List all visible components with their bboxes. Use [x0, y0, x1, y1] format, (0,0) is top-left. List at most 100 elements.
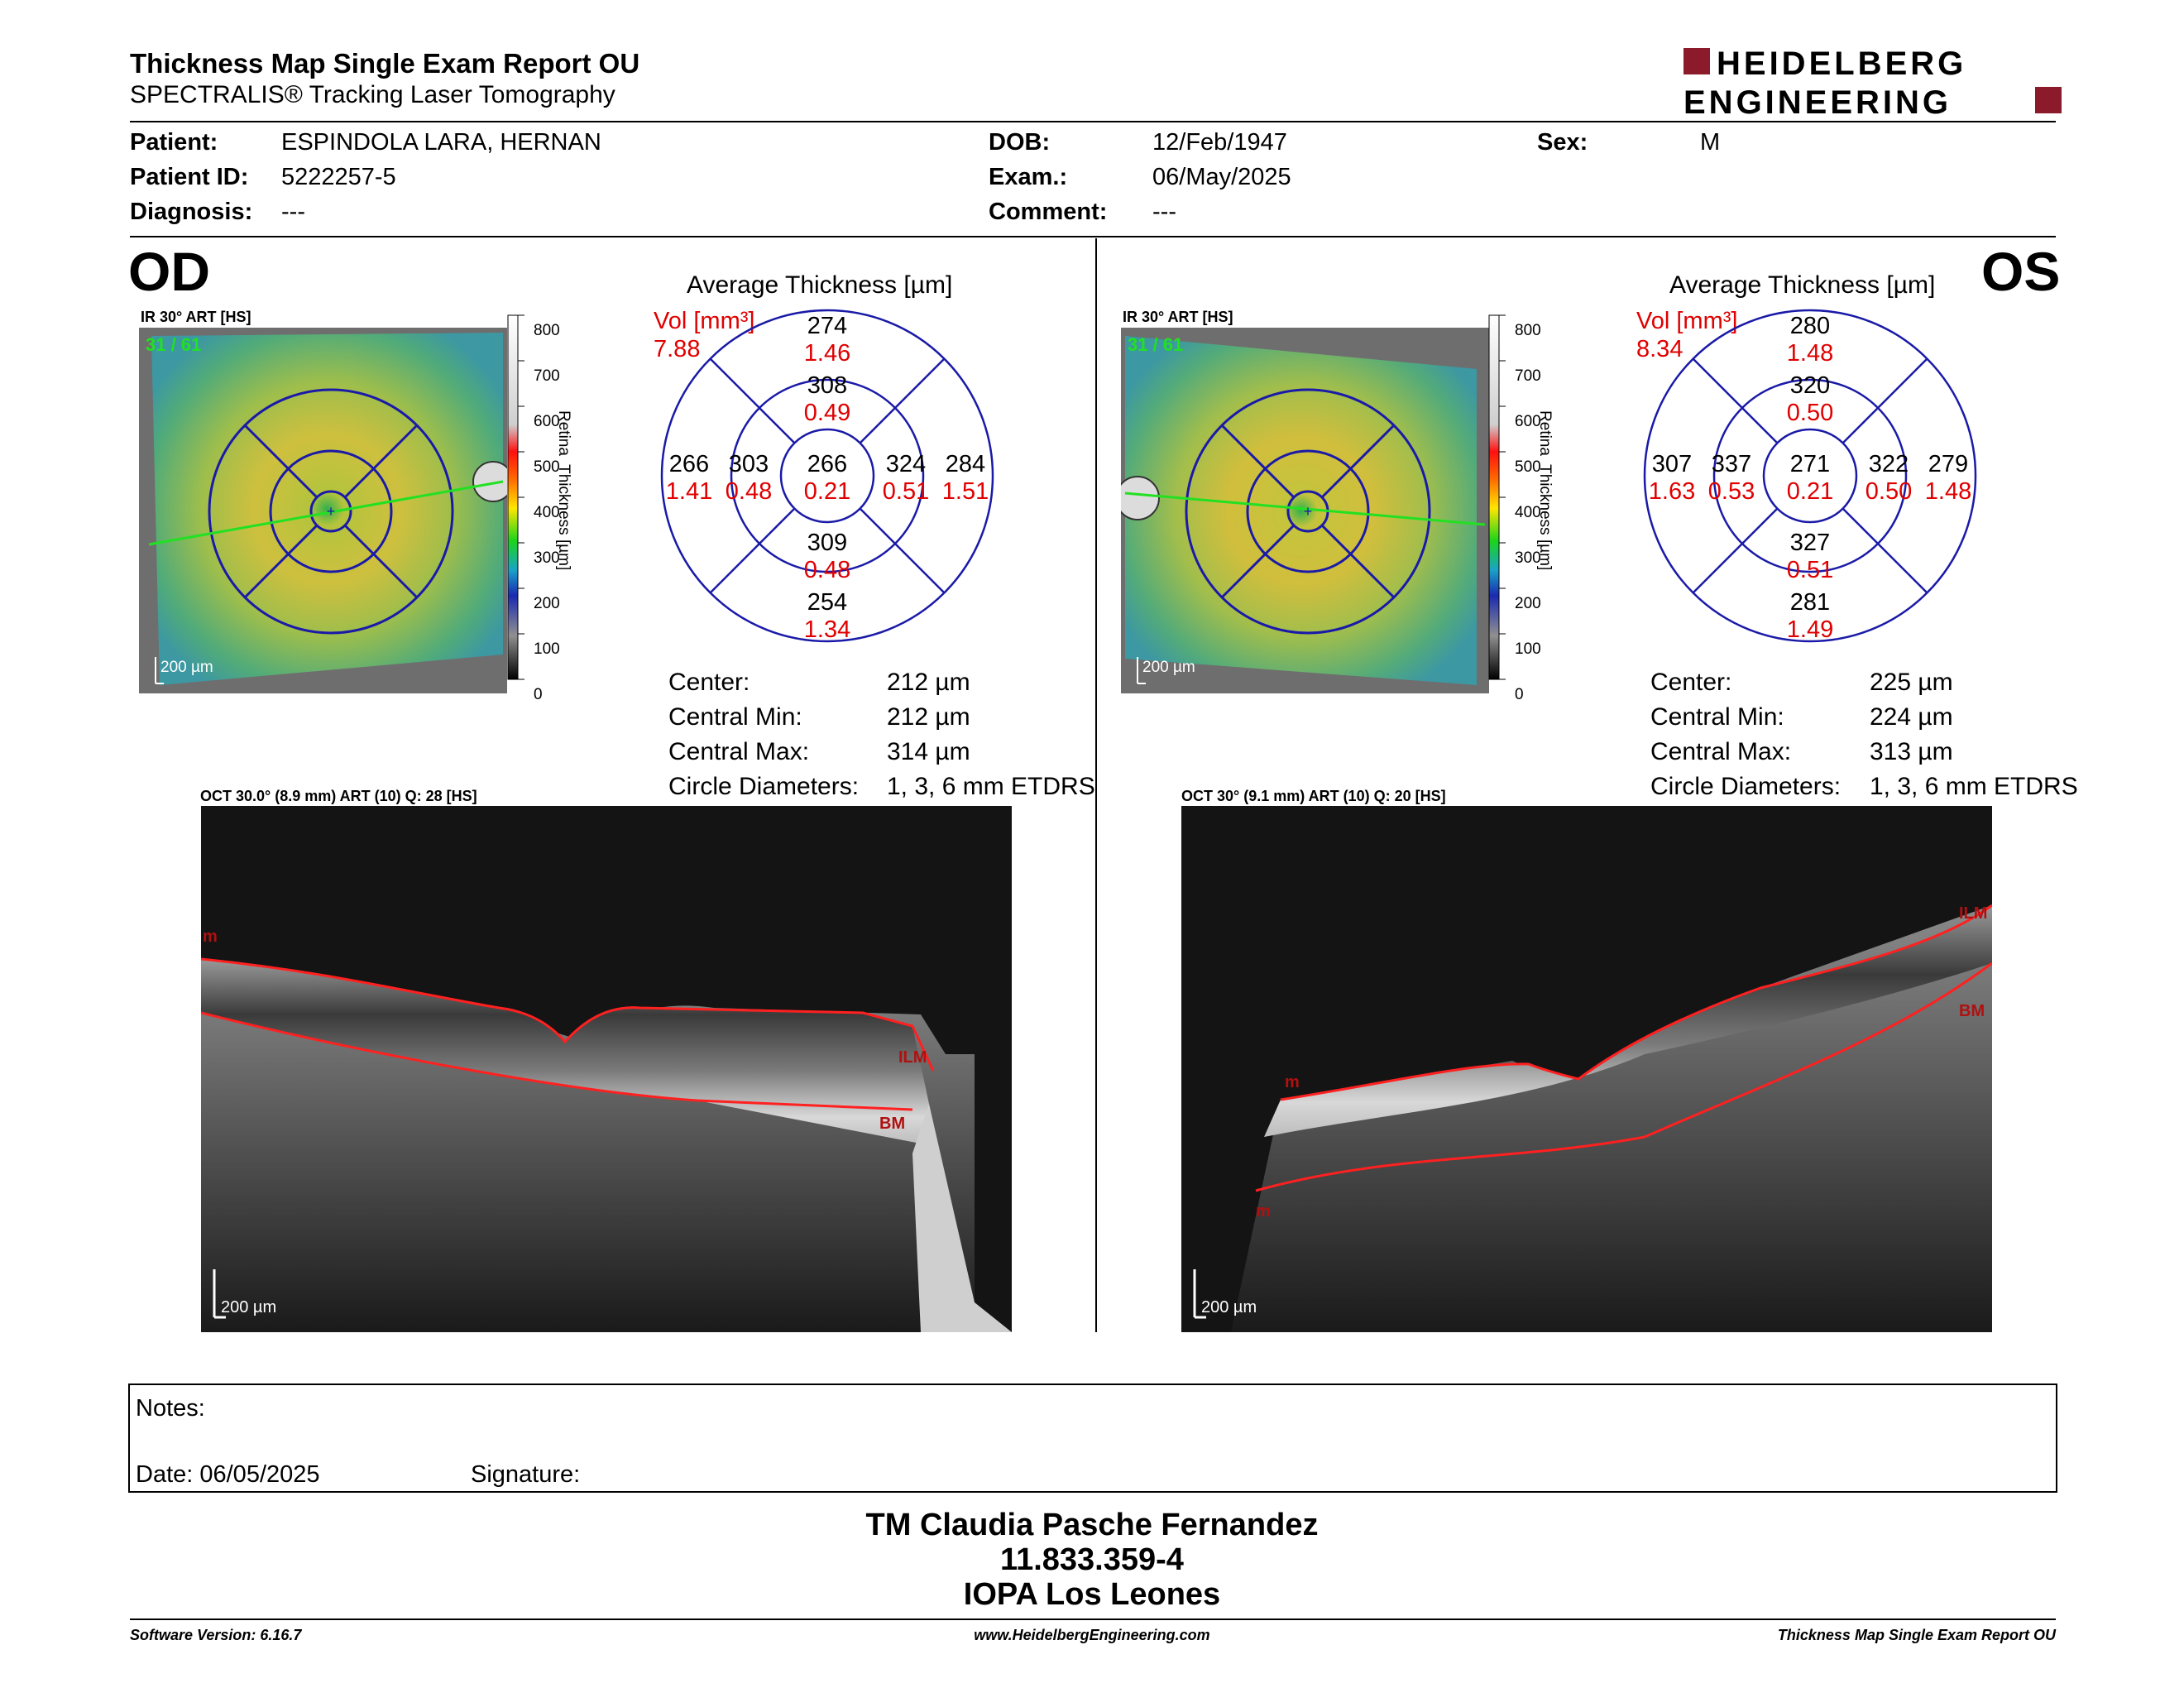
od-frame-counter: 31 / 61: [146, 334, 201, 355]
od-inner-superior: 308 0.49: [803, 372, 851, 426]
od-center: 266 0.21: [803, 451, 851, 505]
patient-id-value: 5222257-5: [281, 164, 396, 190]
signature-label: Signature:: [471, 1461, 581, 1488]
od-vol-value: 7.88: [654, 336, 701, 362]
od-colorbar-ticks: 800 700 600 500 400 300 200 100 0: [534, 322, 560, 703]
os-outer-inferior: 281 1.49: [1786, 589, 1834, 643]
os-etdrs-grid: [1643, 309, 1977, 643]
sex-value: M: [1700, 129, 1721, 156]
od-oct-scale: 200 µm: [221, 1298, 276, 1316]
exam-value: 06/May/2025: [1152, 164, 1291, 190]
website-link[interactable]: www.HeidelbergEngineering.com: [974, 1627, 1210, 1643]
os-layer-ilm: ILM: [1959, 904, 1987, 923]
logo-line2: ENGINEERING: [1684, 84, 1952, 118]
od-inner-temporal: 303 0.48: [725, 451, 773, 505]
footer-report-name: Thickness Map Single Exam Report OU: [1777, 1627, 2056, 1643]
date-label: Date: 06/05/2025: [136, 1461, 320, 1488]
patient-divider: [130, 236, 2056, 237]
svg-text:+: +: [1304, 503, 1313, 520]
logo-line1: HEIDELBERG: [1717, 46, 1966, 82]
os-thickness-map: + 31 / 61 200 µm: [1121, 328, 1489, 693]
os-inner-temporal: 337 0.53: [1707, 451, 1755, 505]
od-circ-value: 1, 3, 6 mm ETDRS: [887, 773, 1095, 800]
signatory-name: TM Claudia Pasche Fernandez: [865, 1508, 1319, 1542]
os-outer-temporal: 307 1.63: [1648, 451, 1696, 505]
od-oct-bscan: m ILM BM 200 µm: [201, 806, 1012, 1332]
exam-label: Exam.:: [989, 164, 1068, 190]
svg-text:+: +: [327, 503, 336, 520]
os-max-label: Central Max:: [1650, 738, 1792, 765]
os-center: 271 0.21: [1786, 451, 1834, 505]
od-max-label: Central Max:: [668, 738, 810, 765]
report-subtitle: SPECTRALIS® Tracking Laser Tomography: [130, 81, 615, 108]
heidelberg-logo: HEIDELBERG ENGINEERING: [1684, 46, 2062, 118]
os-oct-bscan: ILM BM m m 200 µm: [1181, 806, 1992, 1332]
od-inner-nasal: 324 0.51: [882, 451, 930, 505]
report-title: Thickness Map Single Exam Report OU: [130, 48, 640, 79]
comment-value: ---: [1152, 199, 1176, 225]
os-ir-label: IR 30° ART [HS]: [1123, 309, 1233, 325]
os-inner-superior: 320 0.50: [1786, 372, 1834, 426]
od-thickness-map: + 31 / 61 200 µm: [139, 328, 507, 693]
od-circ-label: Circle Diameters:: [668, 773, 860, 800]
os-min-value: 224 µm: [1870, 703, 1953, 731]
od-outer-nasal: 284 1.51: [941, 451, 989, 505]
os-max-value: 313 µm: [1870, 738, 1953, 765]
diagnosis-value: ---: [281, 199, 305, 225]
os-layer-m-upper: m: [1285, 1073, 1300, 1091]
od-center-label: Center:: [668, 669, 750, 696]
od-min-value: 212 µm: [887, 703, 970, 731]
software-version: Software Version: 6.16.7: [130, 1627, 302, 1643]
os-scale-label: 200 µm: [1142, 659, 1195, 676]
os-vol-label: Vol [mm³]: [1636, 308, 1738, 334]
os-circ-value: 1, 3, 6 mm ETDRS: [1870, 773, 2078, 800]
os-inner-inferior: 327 0.51: [1786, 530, 1834, 583]
od-layer-bm: BM: [879, 1115, 905, 1133]
os-layer-bm: BM: [1959, 1002, 1985, 1020]
od-oct-label: OCT 30.0° (8.9 mm) ART (10) Q: 28 [HS]: [200, 788, 477, 804]
od-inner-inferior: 309 0.48: [803, 530, 851, 583]
diagnosis-label: Diagnosis:: [130, 199, 253, 225]
os-eye-label: OS: [1981, 241, 2061, 302]
os-inner-nasal: 322 0.50: [1865, 451, 1913, 505]
od-max-value: 314 µm: [887, 738, 970, 765]
od-colorbar-title: Retina Thickness [µm]: [555, 410, 572, 571]
od-layer-ilm: ILM: [898, 1048, 927, 1067]
od-center-value: 212 µm: [887, 669, 970, 696]
od-outer-temporal: 266 1.41: [665, 451, 713, 505]
patient-id-label: Patient ID:: [130, 164, 249, 190]
od-etdrs-grid: [660, 309, 994, 643]
patient-label: Patient:: [130, 129, 218, 156]
os-colorbar-title: Retina Thickness [µm]: [1536, 410, 1554, 571]
od-outer-inferior: 254 1.34: [803, 589, 851, 643]
od-eye-label: OD: [128, 241, 210, 302]
os-avg-title: Average Thickness [µm]: [1669, 271, 1936, 299]
eye-divider: [1095, 238, 1097, 1332]
os-center-label: Center:: [1650, 669, 1732, 696]
od-colorbar: [507, 314, 524, 680]
od-layer-m: m: [203, 928, 218, 946]
os-vol-value: 8.34: [1636, 336, 1684, 362]
sex-label: Sex:: [1537, 129, 1588, 156]
od-avg-title: Average Thickness [µm]: [687, 271, 953, 299]
os-oct-scale: 200 µm: [1201, 1298, 1257, 1316]
footer-divider: [130, 1618, 2056, 1620]
od-outer-superior: 274 1.46: [803, 313, 851, 367]
comment-label: Comment:: [989, 199, 1108, 225]
os-layer-m-lower: m: [1256, 1202, 1271, 1220]
dob-label: DOB:: [989, 129, 1051, 156]
signatory-id: 11.833.359-4: [1000, 1542, 1184, 1577]
notes-box: Notes: Date: 06/05/2025 Signature:: [128, 1383, 2057, 1493]
dob-value: 12/Feb/1947: [1152, 129, 1287, 156]
od-min-label: Central Min:: [668, 703, 802, 731]
os-outer-nasal: 279 1.48: [1924, 451, 1972, 505]
od-ir-label: IR 30° ART [HS]: [141, 309, 251, 325]
patient-value: ESPINDOLA LARA, HERNAN: [281, 129, 601, 156]
os-min-label: Central Min:: [1650, 703, 1784, 731]
os-oct-label: OCT 30° (9.1 mm) ART (10) Q: 20 [HS]: [1181, 788, 1446, 804]
os-colorbar-ticks: 800 700 600 500 400 300 200 100 0: [1515, 322, 1541, 703]
od-scale-label: 200 µm: [160, 659, 213, 676]
notes-label: Notes:: [136, 1395, 205, 1422]
header-divider: [130, 121, 2056, 122]
os-outer-superior: 280 1.48: [1786, 313, 1834, 367]
